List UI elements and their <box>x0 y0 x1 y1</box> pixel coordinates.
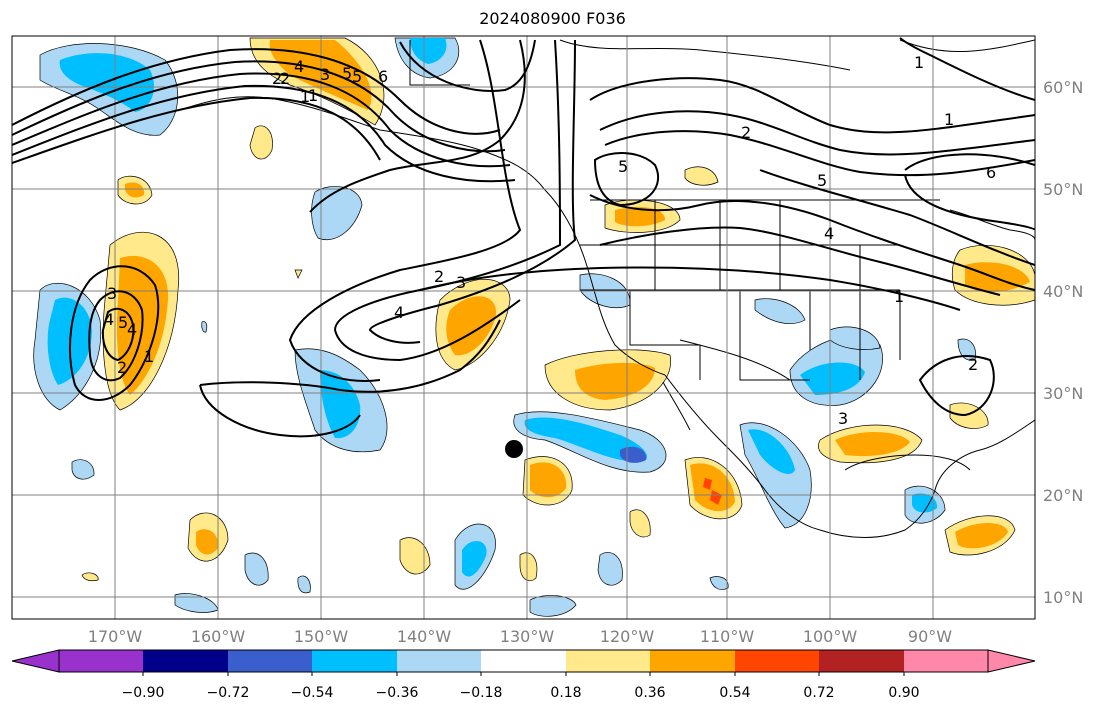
colorbar-bin <box>904 650 988 672</box>
contour-label: 2 <box>272 69 282 88</box>
colorbar-label: 0.72 <box>803 685 834 701</box>
height-contours <box>12 37 1035 438</box>
contour-label: 3 <box>838 409 848 428</box>
contour-label: 4 <box>294 57 304 76</box>
contour-label: 5 <box>618 157 628 176</box>
lat-label: 50°N <box>1043 180 1083 199</box>
colorbar-bin <box>59 650 143 672</box>
contour-label: 2 <box>434 267 444 286</box>
contour-label: 1 <box>300 87 310 106</box>
map-frame <box>11 35 1036 620</box>
colorbar-bin <box>650 650 735 672</box>
contour-label: 4 <box>394 303 404 322</box>
contour-label: 4 <box>824 224 834 243</box>
map-background <box>12 36 1035 619</box>
lat-label: 10°N <box>1043 588 1083 607</box>
contour-label: 3 <box>107 284 117 303</box>
contour-label: 2 <box>968 355 978 374</box>
contour-label: 1 <box>914 53 924 72</box>
contour-label: 2 <box>117 358 127 377</box>
colorbar-frame <box>58 649 989 673</box>
latitude-labels: 60°N 50°N 40°N 30°N 20°N 10°N <box>1043 78 1083 607</box>
colorbar-label: −0.72 <box>207 685 250 701</box>
lat-label: 30°N <box>1043 384 1083 403</box>
longitude-labels: 170°W 160°W 150°W 140°W 130°W 120°W 110°… <box>88 627 952 646</box>
lon-label: 160°W <box>191 627 246 646</box>
lat-label: 40°N <box>1043 282 1083 301</box>
colorbar-bin <box>143 650 228 672</box>
colorbar-label: 0.18 <box>550 685 581 701</box>
contour-labels: 1 2 3 4 5 6 5 4 3 2 1 2 3 4 5 1 2 4 5 6 … <box>104 53 996 428</box>
colorbar-label: 0.90 <box>888 685 919 701</box>
colorbar-bin <box>312 650 397 672</box>
contour-label: 2 <box>741 123 751 142</box>
colorbar-bin <box>228 650 312 672</box>
colorbar-bin <box>735 650 819 672</box>
coastlines <box>179 39 1035 538</box>
colorbar: −0.90 −0.72 −0.54 −0.36 −0.18 0.18 0.36 … <box>11 649 1036 701</box>
contour-label: 1 <box>894 287 904 306</box>
contour-label: 4 <box>104 310 114 329</box>
map-title: 2024080900 F036 <box>479 9 626 28</box>
lon-label: 150°W <box>294 627 349 646</box>
contour-label: 1 <box>944 110 954 129</box>
lon-label: 90°W <box>908 627 952 646</box>
contour-label: 5 <box>817 171 827 190</box>
graticule <box>12 36 1035 619</box>
lon-label: 100°W <box>803 627 858 646</box>
contour-label: 1 <box>144 347 154 366</box>
lon-label: 110°W <box>700 627 755 646</box>
contour-label: 4 <box>127 320 137 339</box>
colorbar-extend-max <box>987 649 1036 673</box>
colorbar-bin <box>819 650 904 672</box>
contour-label: 3 <box>320 65 330 84</box>
colorbar-extend-min <box>11 649 60 673</box>
colorbar-label: 0.54 <box>719 685 750 701</box>
colorbar-bin <box>481 650 566 672</box>
contour-label: 5 <box>118 313 128 332</box>
contour-label: 3 <box>456 273 466 292</box>
lat-label: 20°N <box>1043 486 1083 505</box>
colorbar-label: −0.54 <box>291 685 334 701</box>
lat-label: 60°N <box>1043 78 1083 97</box>
contour-label: 6 <box>986 163 996 182</box>
contour-label: 5 <box>352 67 362 86</box>
colorbar-bin <box>397 650 481 672</box>
colorbar-bin <box>566 650 650 672</box>
contour-label: 2 <box>280 69 290 88</box>
colorbar-label: −0.18 <box>460 685 503 701</box>
contour-label: 1 <box>308 86 318 105</box>
location-marker <box>505 440 523 458</box>
lon-label: 170°W <box>88 627 143 646</box>
contour-label: 5 <box>342 64 352 83</box>
contour-label: 6 <box>378 67 388 86</box>
colorbar-label: −0.36 <box>376 685 419 701</box>
colorbar-label: −0.90 <box>122 685 165 701</box>
lon-label: 130°W <box>500 627 555 646</box>
lon-label: 140°W <box>397 627 452 646</box>
anomaly-shading <box>33 37 1035 617</box>
colorbar-label: 0.36 <box>634 685 665 701</box>
lon-label: 120°W <box>600 627 655 646</box>
